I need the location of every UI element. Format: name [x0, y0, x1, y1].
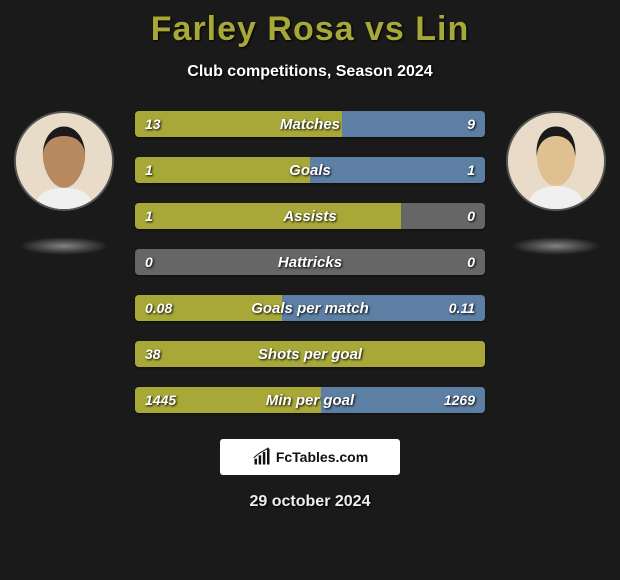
stat-bar-label: Assists: [135, 203, 485, 229]
logo-text: FcTables.com: [276, 449, 368, 465]
stat-bar-label: Matches: [135, 111, 485, 137]
player-left-avatar: [14, 111, 114, 211]
stat-bar-row: 139Matches: [135, 111, 485, 137]
player-left-shadow: [19, 237, 109, 255]
stat-bar-row: 38Shots per goal: [135, 341, 485, 367]
avatar-left-icon: [16, 113, 112, 209]
logo-chart-icon: [252, 447, 272, 467]
date-text: 29 october 2024: [0, 493, 620, 511]
stat-bar-row: 10Assists: [135, 203, 485, 229]
subtitle: Club competitions, Season 2024: [0, 63, 620, 81]
player-right-shadow: [511, 237, 601, 255]
stat-bar-row: 00Hattricks: [135, 249, 485, 275]
logo-box: FcTables.com: [220, 439, 400, 475]
player-right-avatar: [506, 111, 606, 211]
avatar-right-icon: [508, 113, 604, 209]
stat-bar-label: Goals per match: [135, 295, 485, 321]
stat-bars: 139Matches 11Goals 10Assists 00Hattricks 0.0…: [135, 111, 485, 413]
stat-bar-label: Min per goal: [135, 387, 485, 413]
stat-bar-row: 14451269Min per goal: [135, 387, 485, 413]
player-left-column: [9, 111, 119, 255]
stat-bar-row: 11Goals: [135, 157, 485, 183]
stat-bar-label: Hattricks: [135, 249, 485, 275]
comparison-content: 139Matches 11Goals 10Assists 00Hattricks 0.0…: [0, 111, 620, 413]
player-right-column: [501, 111, 611, 255]
stat-bar-label: Goals: [135, 157, 485, 183]
page-title: Farley Rosa vs Lin: [0, 0, 620, 49]
stat-bar-label: Shots per goal: [135, 341, 485, 367]
stat-bar-row: 0.080.11Goals per match: [135, 295, 485, 321]
